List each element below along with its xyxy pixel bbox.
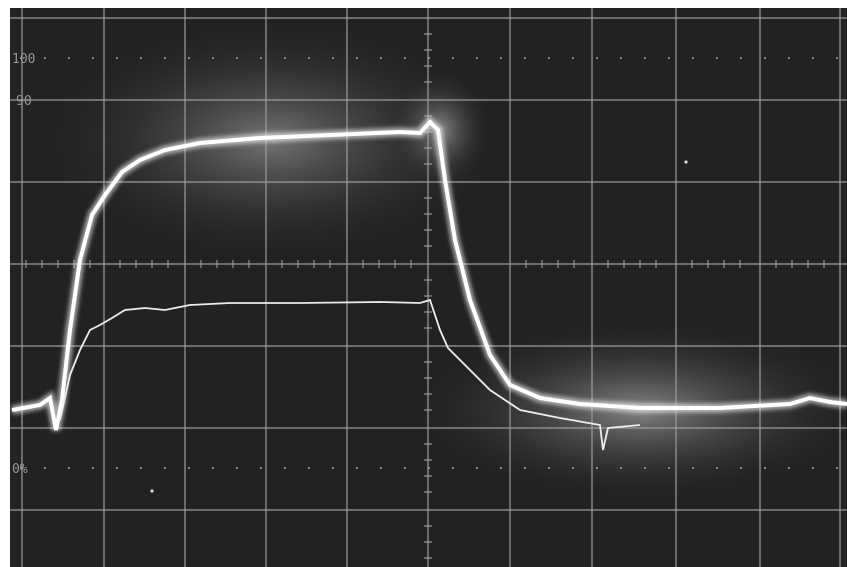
center-ticks: [25, 33, 825, 559]
main-trace: [11, 119, 847, 431]
reticle-label: 100: [12, 52, 35, 67]
reticle-label: 90: [16, 94, 32, 109]
speck: [150, 489, 154, 493]
secondary-trace: [59, 298, 641, 451]
speck: [684, 160, 688, 164]
reticle-label: 0%: [12, 462, 28, 477]
